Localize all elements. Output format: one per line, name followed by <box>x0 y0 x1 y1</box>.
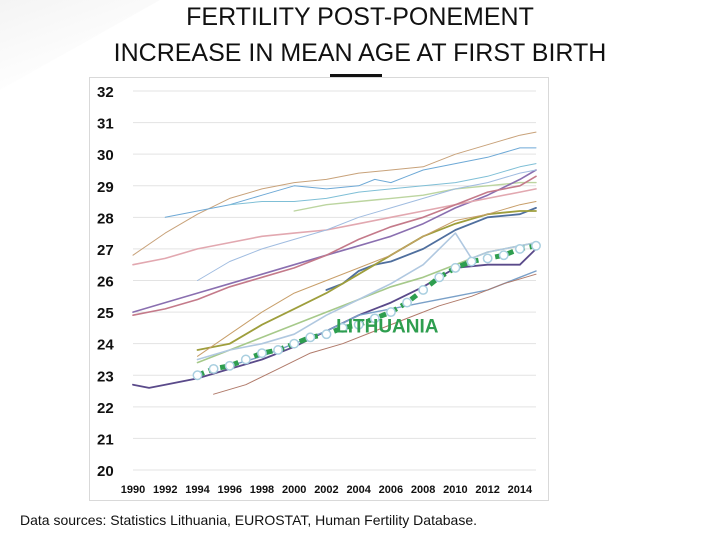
lithuania-data-point <box>385 307 396 318</box>
y-tick-label: 28 <box>97 210 114 227</box>
lithuania-data-point <box>289 338 300 349</box>
y-tick-label: 29 <box>97 179 114 196</box>
x-tick-label: 1994 <box>185 484 210 496</box>
lithuania-data-point <box>402 297 412 308</box>
y-tick-label: 30 <box>97 147 114 164</box>
y-tick-label: 20 <box>97 463 114 480</box>
series-line-series-3 <box>164 147 537 218</box>
x-tick-label: 1990 <box>121 484 145 496</box>
x-tick-label: 1992 <box>153 484 177 496</box>
slide-title-line-1: FERTILITY POST-PONEMENT <box>186 3 534 31</box>
y-tick-label: 24 <box>97 337 114 354</box>
title-accent-underline <box>330 74 382 77</box>
y-tick-label: 23 <box>97 368 114 385</box>
series-line-series-6 <box>132 169 537 313</box>
slide-title-line-2: INCREASE IN MEAN AGE AT FIRST BIRTH <box>113 39 607 67</box>
lithuania-data-point <box>482 253 493 264</box>
series-line-series-11 <box>197 201 537 357</box>
lithuania-data-point <box>450 262 461 273</box>
series-line-series-2 <box>132 131 537 256</box>
y-tick-label: 31 <box>97 116 114 133</box>
series-line-series-4 <box>229 163 537 206</box>
y-tick-label: 27 <box>97 242 114 259</box>
series-line-series-13 <box>196 232 537 361</box>
lithuania-data-point <box>498 250 509 261</box>
chart-frame <box>89 77 549 501</box>
lithuania-data-point <box>224 360 235 371</box>
lithuania-data-point <box>321 329 332 340</box>
y-tick-label: 21 <box>97 431 114 448</box>
lithuania-data-point <box>418 285 429 295</box>
series-line-series-17 <box>197 169 537 281</box>
series-line-series-8 <box>132 175 537 316</box>
lithuania-data-point <box>531 240 541 251</box>
x-tick-label: 2008 <box>411 484 435 496</box>
lithuania-data-point <box>434 272 445 283</box>
y-tick-label: 32 <box>97 84 114 101</box>
series-line-series-9 <box>325 206 537 291</box>
x-tick-label: 2012 <box>475 484 499 496</box>
line-chart: 20 21 22 23 24 25 26 27 28 29 30 31 32 1990 1992 1994 19… <box>97 84 541 496</box>
lithuania-data-point <box>369 313 380 324</box>
x-tick-label: 1998 <box>250 484 274 496</box>
x-tick-label: 1996 <box>217 484 241 496</box>
lithuania-data-point <box>273 345 284 355</box>
source-caption: Data sources: Statistics Lithuania, EURO… <box>20 512 477 528</box>
x-tick-label: 2010 <box>443 484 467 496</box>
lithuania-data-point <box>514 243 525 254</box>
x-tick-label: 2014 <box>508 484 533 496</box>
series-line-series-10 <box>196 210 537 351</box>
series-line-series-16 <box>213 273 537 395</box>
y-tick-label: 26 <box>97 274 114 291</box>
x-tick-label: 2002 <box>314 484 338 496</box>
lithuania-data-point <box>240 354 251 365</box>
lithuania-data-point <box>353 319 364 330</box>
lithuania-data-point <box>466 256 477 267</box>
series-line-series-14 <box>132 247 537 389</box>
lithuania-data-point <box>257 348 267 359</box>
lithuania-data-point <box>337 322 348 333</box>
x-tick-label: 2004 <box>346 484 371 496</box>
x-tick-label: 2000 <box>282 484 306 496</box>
series-line-series-5 <box>293 181 537 212</box>
y-tick-label: 25 <box>97 305 114 322</box>
x-tick-label: 2006 <box>379 484 403 496</box>
series-line-series-7 <box>132 188 537 266</box>
lithuania-data-point <box>208 363 219 374</box>
lithuania-data-point <box>305 332 316 343</box>
lithuania-data-point <box>192 370 203 381</box>
lithuania-annotation-label: LITHUANIA <box>336 317 439 338</box>
y-tick-label: 22 <box>97 400 114 417</box>
